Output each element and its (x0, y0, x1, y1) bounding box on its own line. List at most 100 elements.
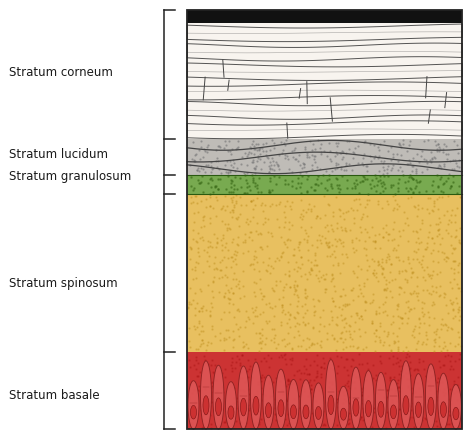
Point (376, 357, 383, 364)
Point (282, 142, 289, 149)
Point (393, 389, 401, 396)
Point (359, 404, 367, 411)
Point (310, 312, 318, 319)
Point (440, 386, 448, 393)
Point (204, 238, 212, 245)
Polygon shape (265, 403, 272, 418)
Point (342, 344, 350, 351)
Point (379, 160, 387, 167)
Point (259, 391, 267, 398)
Point (412, 183, 419, 190)
Point (328, 295, 336, 302)
Point (432, 417, 439, 424)
Point (348, 167, 356, 174)
Point (339, 154, 347, 161)
Point (254, 189, 262, 196)
Point (393, 306, 401, 313)
Point (321, 224, 328, 231)
Point (303, 366, 310, 373)
Point (226, 148, 233, 155)
Point (382, 299, 389, 306)
Point (254, 195, 261, 202)
Point (300, 162, 308, 169)
Point (217, 258, 224, 265)
Point (228, 254, 236, 261)
Point (390, 374, 398, 381)
Point (380, 171, 387, 178)
Point (393, 354, 401, 361)
Point (191, 397, 199, 404)
Point (239, 343, 246, 350)
Point (313, 262, 321, 269)
Point (295, 152, 303, 159)
Point (284, 329, 292, 336)
Point (238, 154, 246, 161)
Point (425, 290, 432, 297)
Point (378, 183, 386, 190)
Point (449, 315, 457, 322)
Point (329, 275, 337, 282)
Point (403, 320, 411, 327)
Point (289, 154, 297, 161)
Point (359, 162, 367, 169)
Point (293, 292, 301, 299)
Point (331, 336, 338, 343)
Point (328, 271, 336, 278)
Point (265, 255, 273, 262)
Point (422, 414, 429, 421)
Point (358, 361, 365, 368)
Point (428, 301, 436, 308)
Point (407, 305, 415, 312)
Point (263, 300, 270, 307)
Point (454, 261, 461, 268)
Point (295, 332, 302, 339)
Point (292, 156, 299, 163)
Point (229, 290, 237, 297)
Point (253, 182, 261, 189)
Point (266, 384, 274, 391)
Point (453, 381, 461, 388)
Point (270, 334, 278, 341)
Point (428, 207, 436, 214)
Point (341, 302, 348, 309)
Point (447, 412, 454, 419)
Point (379, 265, 387, 272)
Point (440, 256, 448, 263)
Point (406, 385, 413, 392)
Point (401, 219, 409, 226)
Point (446, 279, 454, 286)
Point (453, 142, 461, 149)
Point (356, 314, 363, 321)
Point (430, 342, 438, 349)
Point (407, 385, 415, 392)
Point (202, 346, 210, 353)
Point (185, 298, 192, 305)
Point (391, 387, 398, 394)
Point (219, 383, 226, 390)
Point (259, 259, 267, 266)
Point (455, 150, 462, 157)
Point (303, 293, 311, 300)
Point (192, 357, 200, 364)
Point (209, 357, 216, 364)
Point (438, 316, 446, 323)
Point (256, 145, 264, 152)
Point (389, 412, 396, 419)
Point (219, 370, 226, 377)
Point (384, 237, 392, 244)
Polygon shape (263, 375, 274, 429)
Point (330, 335, 337, 342)
Point (457, 343, 465, 350)
Point (267, 403, 275, 410)
Point (282, 280, 290, 287)
Point (286, 380, 293, 387)
Point (431, 155, 438, 162)
Point (243, 367, 250, 374)
Point (285, 166, 292, 173)
Point (209, 326, 216, 333)
Point (300, 314, 307, 321)
Point (312, 215, 320, 222)
Point (425, 210, 432, 217)
Point (447, 265, 455, 272)
Point (338, 329, 346, 336)
